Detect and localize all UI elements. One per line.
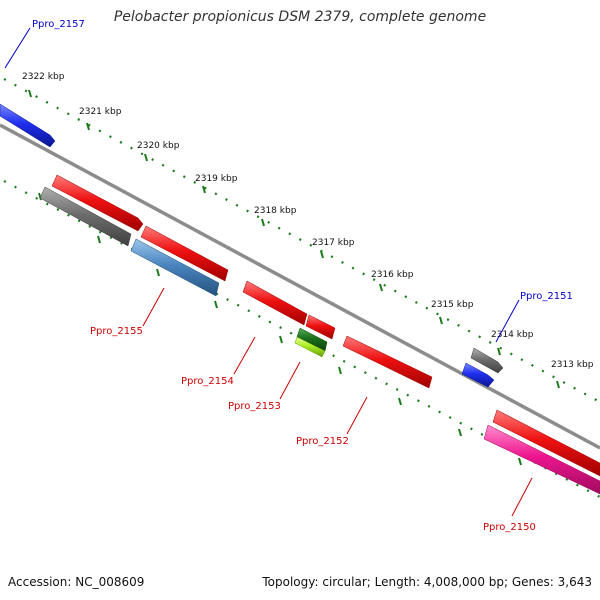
gene-label[interactable]: Ppro_2151 [520, 291, 573, 302]
callout-line [495, 299, 520, 343]
callout-line [142, 287, 165, 327]
outer-major-tick [320, 250, 324, 259]
kbp-label: 2317 kbp [312, 238, 355, 248]
gene-ppro-2153[interactable] [294, 314, 336, 358]
inner-major-tick [214, 300, 218, 309]
kbp-label: 2321 kbp [79, 107, 122, 117]
outer-tick-track [3, 78, 600, 403]
gene-label[interactable]: Ppro_2154 [181, 376, 234, 387]
callout-line [511, 477, 533, 517]
topology-text: Topology: circular; Length: 4,008,000 bp… [262, 575, 592, 589]
kbp-label: 2315 kbp [431, 300, 474, 310]
outer-major-tick [261, 218, 265, 227]
callout-line [346, 396, 368, 435]
kbp-label: 2313 kbp [551, 360, 594, 370]
gene-ppro-2150[interactable] [483, 409, 600, 495]
kbp-label: 2316 kbp [371, 270, 414, 280]
outer-major-tick [144, 153, 148, 162]
genome-backbone [0, 123, 600, 450]
kbp-label: 2314 kbp [491, 330, 534, 340]
gene-ppro-2154[interactable] [140, 225, 308, 326]
gene-label[interactable]: Ppro_2150 [483, 522, 536, 533]
kbp-label: 2318 kbp [254, 206, 297, 216]
gene-ppro-2155[interactable] [39, 174, 220, 297]
inner-major-tick [338, 366, 342, 375]
callout-line [279, 361, 301, 400]
inner-major-tick [279, 335, 283, 344]
gene-label[interactable]: Ppro_2155 [90, 326, 143, 337]
outer-major-tick [86, 122, 90, 131]
inner-major-tick [518, 457, 522, 466]
callout-line [233, 336, 256, 375]
kbp-label: 2320 kbp [137, 141, 180, 151]
gene-label[interactable]: Ppro_2157 [32, 19, 85, 30]
accession-text: Accession: NC_008609 [8, 575, 145, 589]
map-title: Pelobacter propionicus DSM 2379, complet… [113, 9, 487, 25]
outer-major-tick [202, 185, 206, 194]
outer-major-tick [497, 347, 501, 356]
gene-label[interactable]: Ppro_2153 [228, 401, 281, 412]
major-ticks [28, 89, 560, 466]
inner-major-tick [458, 428, 462, 437]
outer-major-tick [28, 89, 32, 98]
gene-ppro-2152[interactable] [342, 335, 433, 389]
outer-major-tick [379, 283, 383, 292]
kbp-label: 2319 kbp [195, 174, 238, 184]
inner-major-tick [97, 235, 101, 244]
inner-major-tick [398, 397, 402, 406]
gene-ppro-2151[interactable] [461, 347, 504, 388]
gene-label[interactable]: Ppro_2152 [296, 436, 349, 447]
callout-line [4, 27, 31, 69]
inner-major-tick [156, 268, 160, 277]
outer-major-tick [439, 316, 443, 325]
gene-ppro-2157[interactable] [0, 103, 56, 148]
outer-major-tick [556, 380, 560, 389]
kbp-label: 2322 kbp [22, 72, 65, 82]
inner-major-tick [38, 192, 42, 201]
